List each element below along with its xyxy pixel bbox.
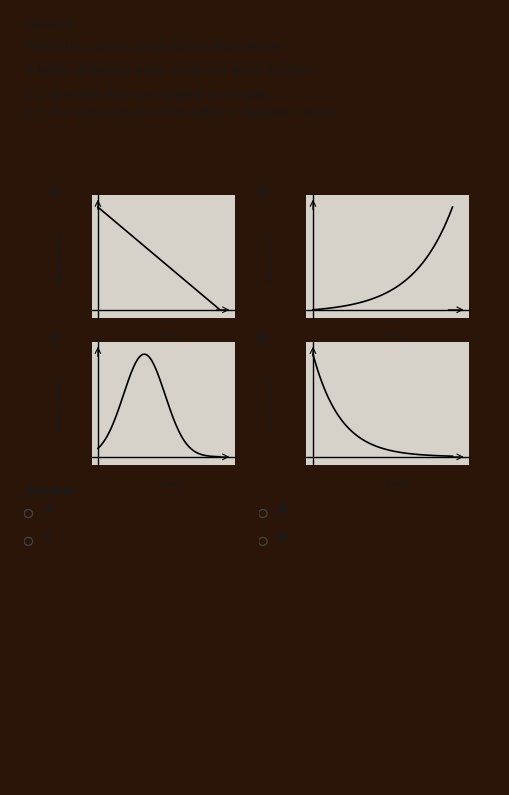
Text: Question: Question — [25, 20, 76, 30]
Text: temperature: temperature — [265, 230, 274, 283]
Text: temperature: temperature — [56, 230, 65, 283]
Text: D: D — [277, 531, 288, 544]
Text: time: time — [160, 333, 180, 342]
Text: A kettle of boiling water cools in a warm kitchen.: A kettle of boiling water cools in a war… — [25, 64, 314, 76]
Text: A: A — [43, 503, 53, 516]
Text: Match the correct graph to the story below.: Match the correct graph to the story bel… — [25, 40, 281, 52]
Text: A: A — [49, 185, 60, 199]
Text: x = the time that has elapsed in minutes.: x = the time that has elapsed in minutes… — [25, 89, 272, 102]
Text: D: D — [257, 332, 268, 346]
Text: temperature: temperature — [265, 377, 274, 430]
Text: B: B — [257, 185, 267, 199]
Text: time: time — [385, 480, 405, 489]
Text: time: time — [385, 333, 405, 342]
Text: y = the temperature of the kettle in degrees Celsius.: y = the temperature of the kettle in deg… — [25, 107, 338, 120]
Text: C: C — [49, 332, 59, 346]
Text: time: time — [160, 480, 180, 489]
Text: B: B — [277, 503, 287, 516]
Text: temperature: temperature — [56, 377, 65, 430]
Text: Answer: Answer — [25, 485, 77, 498]
Text: C: C — [43, 531, 52, 544]
